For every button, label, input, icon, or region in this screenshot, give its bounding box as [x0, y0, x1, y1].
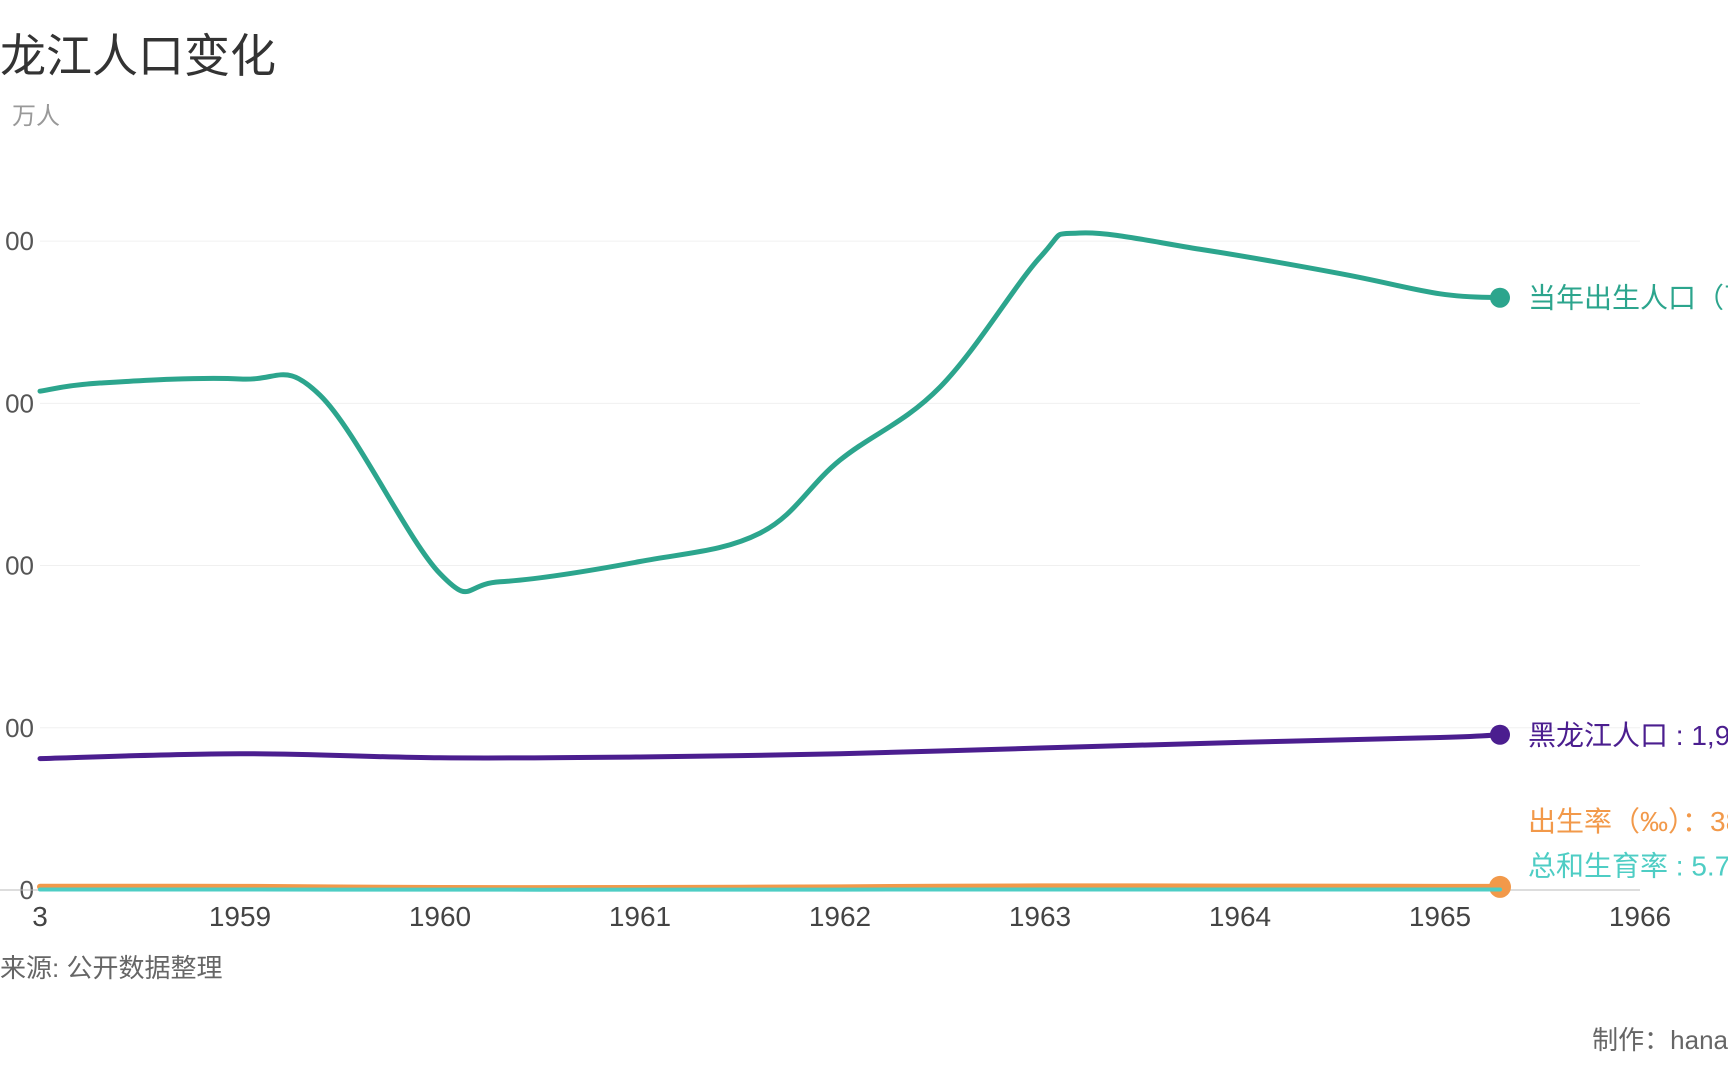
x-tick-label: 1961	[609, 901, 671, 932]
x-tick-label: 1962	[809, 901, 871, 932]
series-marker-birthrate	[1489, 876, 1511, 898]
x-tick-label: 1959	[209, 901, 271, 932]
x-tick-label: 1966	[1609, 901, 1671, 932]
series-line-population	[40, 735, 1500, 759]
chart-svg: 0000000003195919601961196219631964196519…	[0, 0, 1728, 1080]
chart-container: 龙江人口变化 万人 来源: 公开数据整理 制作：hana 00000000031…	[0, 0, 1728, 1080]
series-marker-population	[1490, 725, 1510, 745]
y-tick-label: 00	[5, 226, 34, 256]
series-label-births: 当年出生人口（百人）：7,302	[1528, 283, 1728, 314]
x-tick-label: 1965	[1409, 901, 1471, 932]
x-tick-label: 1964	[1209, 901, 1271, 932]
series-marker-births	[1490, 288, 1510, 308]
x-tick-label: 1960	[409, 901, 471, 932]
series-label-birthrate: 出生率（‰）：38.15	[1528, 806, 1728, 837]
y-tick-label: 00	[5, 551, 34, 581]
y-tick-label: 00	[5, 388, 34, 418]
x-tick-label: 3	[32, 901, 48, 932]
series-line-births	[40, 233, 1500, 592]
y-tick-label: 00	[5, 713, 34, 743]
x-tick-label: 1963	[1009, 901, 1071, 932]
series-label-fertility: 总和生育率 : 5.79	[1528, 851, 1728, 882]
series-label-population: 黑龙江人口 : 1,914	[1528, 720, 1728, 751]
